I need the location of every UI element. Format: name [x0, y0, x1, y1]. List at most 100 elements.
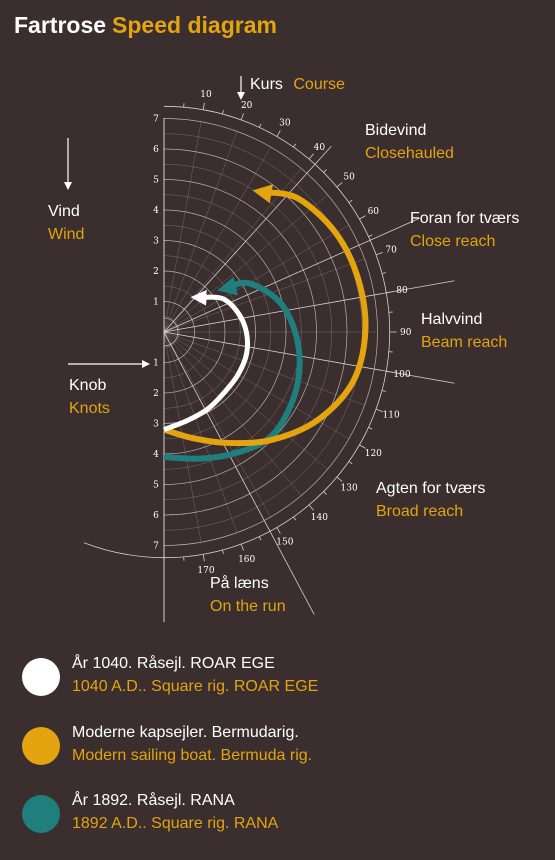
knot-tick-label: 1	[153, 359, 159, 369]
angle-tick-label: 170	[197, 566, 214, 576]
angle-scale-arc-ext	[83, 542, 165, 559]
label-close-reach-english: Close reach	[410, 233, 496, 250]
title-danish: Fartrose	[14, 12, 107, 38]
legend-item-bermuda: Moderne kapsejler. Bermudarig. Modern sa…	[22, 721, 542, 771]
label-course: Kurs Course	[250, 73, 345, 96]
label-wind-english: Wind	[48, 226, 85, 243]
label-closehauled: Bidevind Closehauled	[365, 119, 454, 165]
legend-english: 1040 A.D.. Square rig. ROAR EGE	[72, 678, 319, 695]
legend-danish: År 1892. Råsejl. RANA	[72, 792, 235, 809]
label-broad-reach: Agten for tværs Broad reach	[376, 477, 485, 523]
angle-tick	[202, 554, 205, 562]
radial-line	[163, 331, 328, 470]
label-broad-reach-english: Broad reach	[376, 503, 464, 520]
angle-tick-label: 110	[383, 411, 400, 421]
label-knots: Knob Knots	[69, 374, 110, 420]
legend-item-rana: År 1892. Råsejl. RANA 1892 A.D.. Square …	[22, 789, 542, 839]
radial-line	[163, 194, 328, 333]
label-closehauled-english: Closehauled	[365, 145, 454, 162]
knot-tick-label: 5	[153, 481, 159, 491]
knot-tick-label: 2	[153, 267, 159, 277]
angle-tick-label: 90	[400, 328, 412, 338]
speed-diagram: 10 20 30 40 50 60 70 80 90 100 110 120 130 140 150 160 1…	[64, 76, 455, 622]
speed-curve	[163, 184, 369, 447]
legend-danish: År 1040. Råsejl. ROAR EGE	[72, 655, 275, 672]
label-beam-reach-danish: Halvvind	[421, 311, 483, 328]
radial-line	[163, 121, 202, 333]
knot-tick-label: 3	[153, 420, 159, 430]
angle-tick	[323, 169, 327, 173]
speed-curve	[163, 289, 250, 432]
label-run-danish: På læns	[210, 575, 269, 592]
label-beam-reach-english: Beam reach	[421, 334, 508, 351]
angle-tick	[336, 182, 343, 188]
right-arrow-icon	[68, 360, 150, 368]
angle-tick-label: 130	[341, 483, 358, 493]
radial-line	[163, 225, 349, 333]
course-line	[163, 331, 315, 615]
label-close-reach-danish: Foran for tværs	[410, 210, 520, 227]
angle-tick	[240, 543, 244, 551]
angle-tick	[222, 549, 224, 554]
title-english: Speed diagram	[112, 12, 277, 38]
legend-swatch	[22, 658, 60, 696]
radial-line	[163, 331, 271, 517]
legend-english: 1892 A.D.. Square rig. RANA	[72, 815, 279, 832]
label-broad-reach-danish: Agten for tværs	[376, 480, 486, 497]
speed-curves	[163, 184, 369, 462]
legend-item-roar-ege: År 1040. Råsejl. ROAR EGE 1040 A.D.. Squ…	[22, 652, 542, 702]
course-line	[163, 145, 332, 333]
radial-line	[163, 258, 365, 333]
angle-tick-label: 10	[200, 90, 212, 100]
angle-tick	[359, 215, 366, 220]
angle-tick-label: 30	[279, 119, 291, 129]
knot-tick-label: 4	[153, 450, 159, 460]
knot-tick-label: 6	[153, 145, 159, 155]
angle-tick	[222, 110, 224, 115]
knot-tick-label: 3	[153, 237, 159, 247]
label-wind: Vind Wind	[48, 200, 84, 246]
radial-line	[163, 331, 238, 533]
angle-tick-label: 40	[314, 143, 326, 153]
angle-tick	[336, 476, 343, 482]
angle-tick-label: 60	[368, 207, 380, 217]
legend-danish: Moderne kapsejler. Bermudarig.	[72, 724, 299, 741]
angle-tick	[308, 153, 314, 160]
speed-curve	[163, 276, 303, 462]
angle-tick	[368, 234, 373, 237]
course-line	[163, 217, 420, 333]
legend-swatch	[22, 795, 60, 833]
down-arrow-icon	[64, 138, 72, 190]
angle-tick	[381, 390, 386, 392]
radial-line	[163, 331, 365, 406]
knot-tick-label: 7	[153, 542, 159, 552]
angle-tick-label: 160	[238, 555, 255, 565]
angle-tick	[359, 444, 366, 449]
label-run: På læns On the run	[210, 572, 286, 618]
knot-tick-label: 5	[153, 176, 159, 186]
angle-tick	[308, 504, 314, 511]
angle-tick	[348, 461, 353, 465]
radial-line	[163, 131, 238, 333]
angle-tick	[259, 536, 262, 541]
angle-tick	[293, 516, 297, 521]
label-knots-danish: Knob	[69, 377, 107, 394]
label-beam-reach: Halvvind Beam reach	[421, 308, 507, 354]
angle-tick	[368, 427, 373, 430]
angle-tick-label: 20	[241, 101, 253, 111]
angle-tick-label: 50	[343, 173, 355, 183]
radial-line	[163, 294, 375, 333]
legend-english: Modern sailing boat. Bermuda rig.	[72, 747, 313, 764]
angle-tick-label: 100	[393, 370, 410, 380]
radial-line	[163, 331, 375, 370]
angle-tick	[381, 272, 386, 274]
label-closehauled-danish: Bidevind	[365, 122, 427, 139]
angle-tick	[276, 527, 281, 534]
knot-tick-label: 4	[153, 206, 159, 216]
label-knots-english: Knots	[69, 400, 110, 417]
knot-tick-label: 1	[153, 298, 159, 308]
polar-grid	[83, 102, 455, 622]
angle-tick	[375, 252, 383, 256]
angle-tick-label: 140	[311, 513, 328, 523]
angle-tick-label: 80	[396, 286, 408, 296]
